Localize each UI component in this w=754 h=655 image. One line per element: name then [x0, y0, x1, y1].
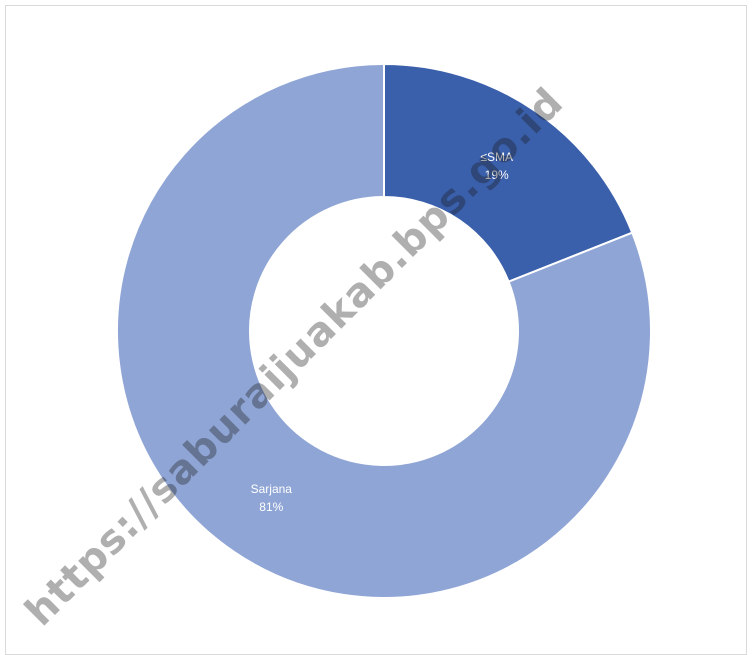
slices [116, 62, 652, 599]
slice-labels: ≤SMA 19% Sarjana 81% [251, 150, 513, 514]
slice-percent-label: 19% [485, 168, 509, 182]
slice-category-label: ≤SMA [480, 150, 513, 164]
slice-sarjana [116, 62, 652, 599]
slice-category-label: Sarjana [251, 482, 293, 496]
slice-percent-label: 81% [259, 500, 283, 514]
slice-sma [383, 62, 634, 283]
